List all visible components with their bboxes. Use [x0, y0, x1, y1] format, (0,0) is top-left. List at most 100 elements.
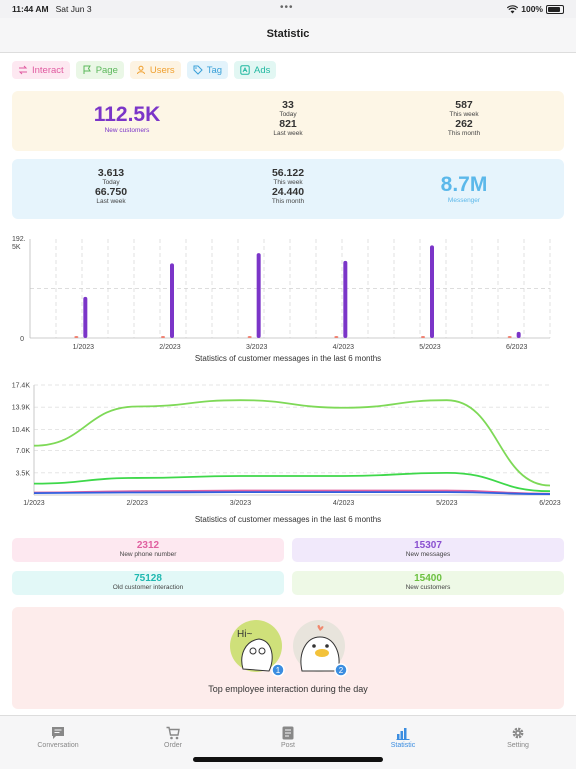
nav-header: Statistic [0, 18, 576, 53]
x-tick-label: 4/2023 [333, 344, 355, 351]
bar-series-1 [507, 335, 512, 338]
this-week-value: 56.122 [271, 167, 305, 179]
cart-icon [166, 726, 180, 740]
x-tick-label: 2/2023 [159, 344, 181, 351]
x-tick-label: 1/2023 [23, 500, 45, 507]
last-week-value: 66.750 [94, 186, 128, 198]
x-tick-label: 6/2023 [506, 344, 528, 351]
new-customers-block: 112.5K New customers [72, 103, 182, 134]
statistic-content[interactable]: Interact Page Users Tag Ads 112.5K New c… [0, 53, 576, 715]
employee-avatar-first[interactable]: Hi~ 1 [229, 619, 287, 677]
wifi-icon [507, 4, 519, 13]
battery-percent: 100% [521, 4, 543, 14]
y-tick-label: 3.5K [16, 470, 31, 477]
this-month-label: This month [271, 198, 305, 205]
this-month-value: 24.440 [271, 186, 305, 198]
multitask-dots[interactable]: ••• [280, 2, 294, 13]
x-tick-label: 3/2023 [246, 344, 268, 351]
tab-label: Order [164, 742, 182, 749]
line-series-1 [33, 399, 551, 487]
x-tick-label: 4/2023 [333, 500, 355, 507]
tab-statistic[interactable]: Statistic [363, 726, 443, 749]
this-week-label: This week [273, 179, 303, 186]
rank-badge-first: 1 [276, 666, 281, 675]
stat-value: 75128 [134, 573, 162, 584]
line-chart: 3.5K 7.0K 10.4K 13.9K 17.4K 1/2023 2/2023 3/202… [12, 383, 561, 508]
messenger-label: Messenger [447, 197, 481, 204]
swap-icon [18, 65, 28, 75]
tab-post[interactable]: Post [248, 726, 328, 749]
stat-label: New messages [405, 551, 451, 558]
chat-icon [52, 727, 64, 739]
x-tick-label: 1/2023 [73, 344, 95, 351]
today-label: Today [279, 111, 297, 118]
home-indicator[interactable] [193, 757, 383, 762]
customers-card: 112.5K New customers 33 Today 821 Last w… [12, 91, 564, 151]
tab-setting[interactable]: Setting [478, 726, 558, 749]
user-icon [136, 65, 145, 75]
stat-label: New customers [405, 584, 451, 591]
last-week-label: Last week [273, 130, 303, 137]
bar-series-1 [247, 335, 252, 338]
line-series-3 [33, 489, 551, 495]
status-right: 100% [507, 4, 564, 14]
filter-chip-label: Page [95, 64, 118, 76]
messages-card: 3.613 Today 66.750 Last week 56.122 This… [12, 159, 564, 219]
tag-icon [193, 65, 203, 75]
today-value: 3.613 [97, 167, 125, 179]
tab-order[interactable]: Order [133, 726, 213, 749]
stat-value: 2312 [136, 540, 160, 551]
tab-conversation[interactable]: Conversation [18, 726, 98, 749]
this-month-value: 262 [455, 118, 473, 130]
bar-series-1 [421, 335, 425, 338]
y-tick-label: 5K [12, 244, 21, 251]
x-tick-label: 2/2023 [126, 500, 148, 507]
filter-chip-ads[interactable]: Ads [234, 61, 277, 79]
filter-chip-page[interactable]: Page [75, 61, 124, 79]
line-chart-caption: Statistics of customer messages in the l… [194, 515, 382, 524]
filter-chip-tag[interactable]: Tag [186, 61, 229, 79]
top-employee-card: Hi~ 1 2 Top employee interaction during … [12, 607, 564, 709]
line-series-4 [33, 491, 551, 495]
stat-new-phone: 2312 New phone number [12, 538, 284, 562]
filter-chip-label: Ads [254, 64, 271, 76]
messages-week-month: 56.122 This week 24.440 This month [248, 167, 328, 205]
bar-series-2 [430, 245, 434, 338]
bar-series-2 [256, 253, 261, 338]
rank-badge-second: 2 [339, 666, 344, 675]
x-tick-label: 5/2023 [436, 500, 458, 507]
filter-chips: Interact Page Users Tag Ads [12, 61, 277, 79]
filter-chip-label: Tag [206, 64, 223, 76]
bar-series-1 [334, 335, 339, 338]
stat-old-customer: 75128 Old customer interaction [12, 571, 284, 595]
bar-series-2 [83, 296, 88, 338]
employee-avatar-second[interactable]: 2 [292, 619, 350, 677]
y-tick-label: 7.0K [16, 448, 31, 455]
filter-chip-users[interactable]: Users [129, 61, 181, 79]
x-tick-label: 5/2023 [419, 344, 441, 351]
customers-today-lastweek: 33 Today 821 Last week [248, 99, 328, 137]
bar-series-2 [343, 260, 348, 338]
messages-today-lastweek: 3.613 Today 66.750 Last week [71, 167, 151, 205]
bar-chart: 192.5K 0 1/2023 2/2023 3/2023 4/2023 5/2023 6/2… [12, 236, 551, 351]
x-tick-label: 3/2023 [230, 500, 252, 507]
y-tick-label: 17.4K [12, 383, 31, 390]
this-month-label: This month [447, 130, 481, 137]
filter-chip-interact[interactable]: Interact [12, 61, 70, 79]
new-customers-label: New customers [104, 127, 150, 134]
y-tick-label: 10.4K [12, 427, 31, 434]
flag-icon [83, 65, 91, 74]
gear-icon [512, 727, 524, 739]
avatar-greeting: Hi~ [237, 629, 252, 640]
line-series-2 [33, 471, 551, 493]
chart-icon [396, 728, 410, 740]
top-employee-caption: Top employee interaction during the day [208, 684, 368, 694]
messenger-value: 8.7M [440, 173, 488, 196]
y-tick-label: 0 [20, 336, 24, 343]
tab-label: Setting [507, 742, 529, 749]
page-title: Statistic [266, 28, 310, 40]
y-tick-label: 13.9K [12, 405, 31, 412]
post-icon [282, 726, 294, 740]
status-time: 11:44 AM Sat Jun 3 [12, 4, 92, 14]
new-customers-value: 112.5K [93, 103, 161, 126]
